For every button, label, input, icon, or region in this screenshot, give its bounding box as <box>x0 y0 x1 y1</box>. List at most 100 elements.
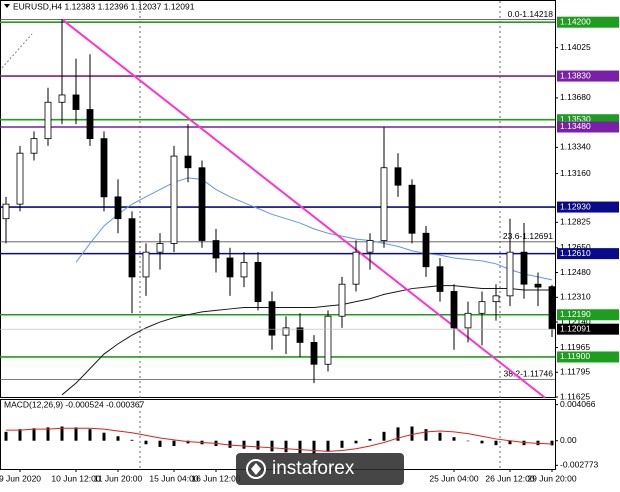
macd-bar <box>368 438 372 441</box>
x-tick-label: 26 Jun 12:00 <box>485 473 534 483</box>
y-tick-label: 0.004066 <box>560 399 596 409</box>
macd-bar <box>158 440 162 447</box>
candle-body <box>156 243 164 253</box>
macd-bar <box>242 440 246 449</box>
candle-body <box>394 167 402 186</box>
y-tick-label: 1.12825 <box>560 217 591 227</box>
level-label: 1.12610 <box>560 248 591 258</box>
y-tick-label: 1.12480 <box>560 267 591 277</box>
y-tick-label: 1.12140 <box>560 316 591 326</box>
x-tick-label: 29 Jun 20:00 <box>527 473 576 483</box>
macd-bar <box>298 440 302 454</box>
title-arrow <box>4 4 10 8</box>
watermark-text: instaforex <box>272 458 355 479</box>
level-label: 1.13480 <box>560 121 591 131</box>
candle-body <box>30 138 38 154</box>
candle-body <box>170 155 178 244</box>
macd-bar <box>508 440 512 445</box>
macd-bar <box>228 440 232 448</box>
candle-body <box>184 155 192 169</box>
fib-label: 23.6-1.12691 <box>503 231 553 241</box>
candle-body <box>128 218 136 278</box>
macd-title: MACD(12,26,9) -0.000524 -0.000367 <box>4 399 145 409</box>
main-frame <box>0 0 556 398</box>
macd-bar <box>466 440 470 442</box>
level-box <box>557 121 619 133</box>
y-tick-label: 1.14025 <box>560 42 591 52</box>
macd-bar <box>172 440 176 447</box>
macd-bar <box>438 432 442 441</box>
macd-bar <box>550 440 554 446</box>
macd-bar <box>18 429 22 441</box>
macd-bar <box>480 440 484 444</box>
macd-bar <box>60 426 64 441</box>
candle-body <box>58 94 66 103</box>
macd-bar <box>46 427 50 441</box>
macd-bar <box>116 436 120 441</box>
candle-body <box>422 232 430 268</box>
candle-body <box>198 167 206 241</box>
level-box <box>557 70 619 82</box>
level-label: 1.11900 <box>560 351 590 361</box>
y-tick-label: 1.12650 <box>560 242 591 252</box>
candle-body <box>534 283 542 288</box>
x-tick-label: 9 Jun 2020 <box>0 473 41 483</box>
candle-body <box>268 301 276 336</box>
level-label: 1.12190 <box>560 309 591 319</box>
y-tick-label: 1.12310 <box>560 292 591 302</box>
macd-bar <box>32 428 36 441</box>
trendline <box>61 18 546 399</box>
macd-bar <box>396 427 400 441</box>
level-box <box>557 351 619 363</box>
candle-body <box>464 312 472 329</box>
level-label: 1.14200 <box>560 16 591 26</box>
y-tick-label: 1.13160 <box>560 168 591 178</box>
watermark-logo <box>251 463 261 475</box>
candle-body <box>450 291 458 329</box>
fib-label: 0.0-1.14218 <box>508 9 554 19</box>
fib-label: 38.2-1.11746 <box>504 369 554 379</box>
candle-body <box>86 109 94 140</box>
y-tick-label: 1.11795 <box>560 367 590 377</box>
candle-body <box>16 152 24 205</box>
candle-body <box>408 184 416 234</box>
candle-body <box>478 301 486 314</box>
y-tick-label: 1.11625 <box>560 391 590 401</box>
macd-bar <box>340 440 344 448</box>
candle-body <box>520 251 528 285</box>
candle-body <box>114 196 122 220</box>
macd-bar <box>102 432 106 441</box>
y-tick-label: 1.13680 <box>560 92 591 102</box>
macd-bar <box>256 440 260 450</box>
candle-body <box>72 94 80 110</box>
macd-bar <box>144 440 148 445</box>
last-price-box <box>557 323 619 335</box>
watermark-logo <box>246 459 266 479</box>
y-tick-label: 0.00 <box>560 435 577 445</box>
macd-bar <box>270 440 274 452</box>
candle-body <box>100 138 108 198</box>
watermark: instaforex <box>236 453 404 485</box>
drawing-line <box>1 33 33 69</box>
macd-bar <box>424 429 428 441</box>
x-tick-label: 10 Jun 12:00 <box>51 473 100 483</box>
candle-body <box>44 101 52 140</box>
macd-bar <box>284 440 288 453</box>
y-tick-label: 1.13340 <box>560 142 591 152</box>
macd-bar <box>74 427 78 441</box>
level-box <box>557 16 619 28</box>
macd-bar <box>452 437 456 441</box>
candle-body <box>338 283 346 317</box>
level-box <box>557 201 619 213</box>
macd-bar <box>354 440 358 444</box>
watermark-box <box>236 453 404 485</box>
candle-body <box>226 257 234 278</box>
level-label: 1.13530 <box>560 114 591 124</box>
last-price-label: 1.12091 <box>560 323 591 333</box>
macd-bar <box>88 429 92 441</box>
level-box <box>557 114 619 126</box>
candle-body <box>310 342 318 365</box>
candle-body <box>142 251 150 278</box>
